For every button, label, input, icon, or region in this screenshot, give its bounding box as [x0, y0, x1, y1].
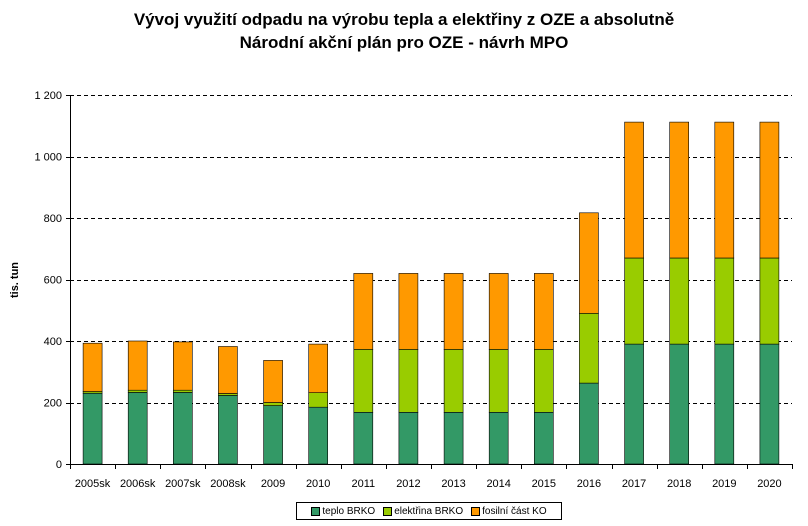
- bar-segment: [488, 348, 509, 413]
- bar-segment: [127, 392, 148, 465]
- bar-segment: [82, 342, 103, 392]
- bar-segment: [218, 346, 238, 394]
- x-tick-label: 2018: [667, 478, 691, 490]
- bar-segment: [759, 343, 780, 465]
- y-tick-label: 400: [44, 336, 62, 348]
- bar-segment: [127, 340, 148, 391]
- bar-segment: [353, 273, 374, 350]
- bar-segment: [308, 343, 329, 394]
- bar-segment: [624, 121, 644, 259]
- bar-segment: [669, 257, 690, 345]
- bar-segment: [263, 402, 283, 406]
- x-tick-label: 2012: [396, 478, 420, 490]
- x-tick-label: 2020: [757, 478, 781, 490]
- y-tick-label: 800: [44, 213, 62, 225]
- x-tick-label: 2014: [486, 478, 510, 490]
- bar-segment: [173, 341, 193, 391]
- chart-title-line: Vývoj využití odpadu na výrobu tepla a e…: [133, 10, 675, 29]
- bar-segment: [714, 121, 735, 259]
- bar-segment: [488, 411, 509, 465]
- x-tick-label: 2013: [441, 478, 465, 490]
- bar-segment: [127, 389, 148, 393]
- y-tick-label: 1 000: [34, 152, 62, 164]
- bar-segment: [398, 411, 419, 465]
- legend-label: fosilní část KO: [482, 505, 547, 517]
- bar-segment: [714, 257, 735, 345]
- x-tick-label: 2011: [351, 478, 375, 490]
- legend-swatch: [471, 506, 481, 516]
- legend-item: teplo BRKO: [311, 506, 375, 517]
- bar-segment: [353, 411, 374, 465]
- bar-segment: [218, 395, 238, 465]
- y-tick-label: 0: [56, 459, 62, 471]
- legend-item: elektřina BRKO: [383, 506, 463, 517]
- y-axis-label: tis. tun: [9, 262, 21, 298]
- x-tick-label: 2009: [261, 478, 285, 490]
- x-tick-label: 2006sk: [120, 478, 156, 490]
- bar-segment: [263, 405, 283, 465]
- bar-segment: [669, 343, 690, 465]
- bar-segment: [579, 312, 599, 384]
- bar-segment: [624, 257, 644, 345]
- x-tick-label: 2017: [622, 478, 646, 490]
- x-tick-label: 2007sk: [165, 478, 201, 490]
- bar-segment: [443, 273, 464, 350]
- bar-segment: [759, 121, 780, 259]
- legend-swatch: [311, 506, 321, 516]
- bar-segment: [533, 411, 554, 465]
- bar-segment: [714, 343, 735, 465]
- bar-segment: [759, 257, 780, 345]
- legend-item: fosilní část KO: [471, 505, 547, 517]
- x-tick-label: 2019: [712, 478, 736, 490]
- x-tick-labels: 2005sk 2006sk 2007sk 2008sk 2009 2010 2011 2012…: [75, 478, 782, 490]
- bar-segment: [533, 273, 554, 350]
- bar-segment: [353, 348, 374, 413]
- bar-segment: [398, 348, 419, 413]
- x-tick-label: 2010: [306, 478, 330, 490]
- legend-swatch: [383, 506, 393, 516]
- legend-label: teplo BRKO: [322, 505, 376, 517]
- legend: teplo BRKO elektřina BRKO fosilní část KO: [296, 502, 562, 520]
- bar-segment: [533, 348, 554, 413]
- bar-segment: [173, 389, 193, 393]
- chart-title: Vývoj využití odpadu na výrobu tepla a e…: [0, 8, 808, 54]
- bar-segment: [308, 392, 329, 408]
- y-tick-label: 200: [44, 398, 62, 410]
- bar-segment: [82, 392, 103, 465]
- bar-stacks: [82, 121, 780, 465]
- chart-subtitle-line: Národní akční plán pro OZE - návrh MPO: [239, 33, 569, 52]
- bar-segment: [488, 273, 509, 350]
- bar-segment: [398, 273, 419, 350]
- y-tick-label: 600: [44, 275, 62, 287]
- x-tick-label: 2005sk: [75, 478, 111, 490]
- x-tick-label: 2008sk: [210, 478, 246, 490]
- legend-label: elektřina BRKO: [394, 505, 464, 517]
- bar-segment: [263, 360, 283, 403]
- bar-segment: [173, 392, 193, 465]
- x-tick-label: 2015: [532, 478, 556, 490]
- y-tick-labels: 0 200 400 600 800 1 000 1 200: [34, 90, 62, 471]
- bar-segment: [308, 406, 329, 465]
- bar-segment: [669, 121, 690, 259]
- bar-segment: [624, 343, 644, 465]
- bar-segment: [579, 212, 599, 314]
- bar-segment: [443, 348, 464, 413]
- axes: [66, 95, 793, 469]
- x-tick-label: 2016: [577, 478, 601, 490]
- bar-segment: [443, 411, 464, 465]
- y-tick-label: 1 200: [34, 90, 62, 102]
- bar-segment: [218, 393, 238, 396]
- bar-segment: [579, 382, 599, 465]
